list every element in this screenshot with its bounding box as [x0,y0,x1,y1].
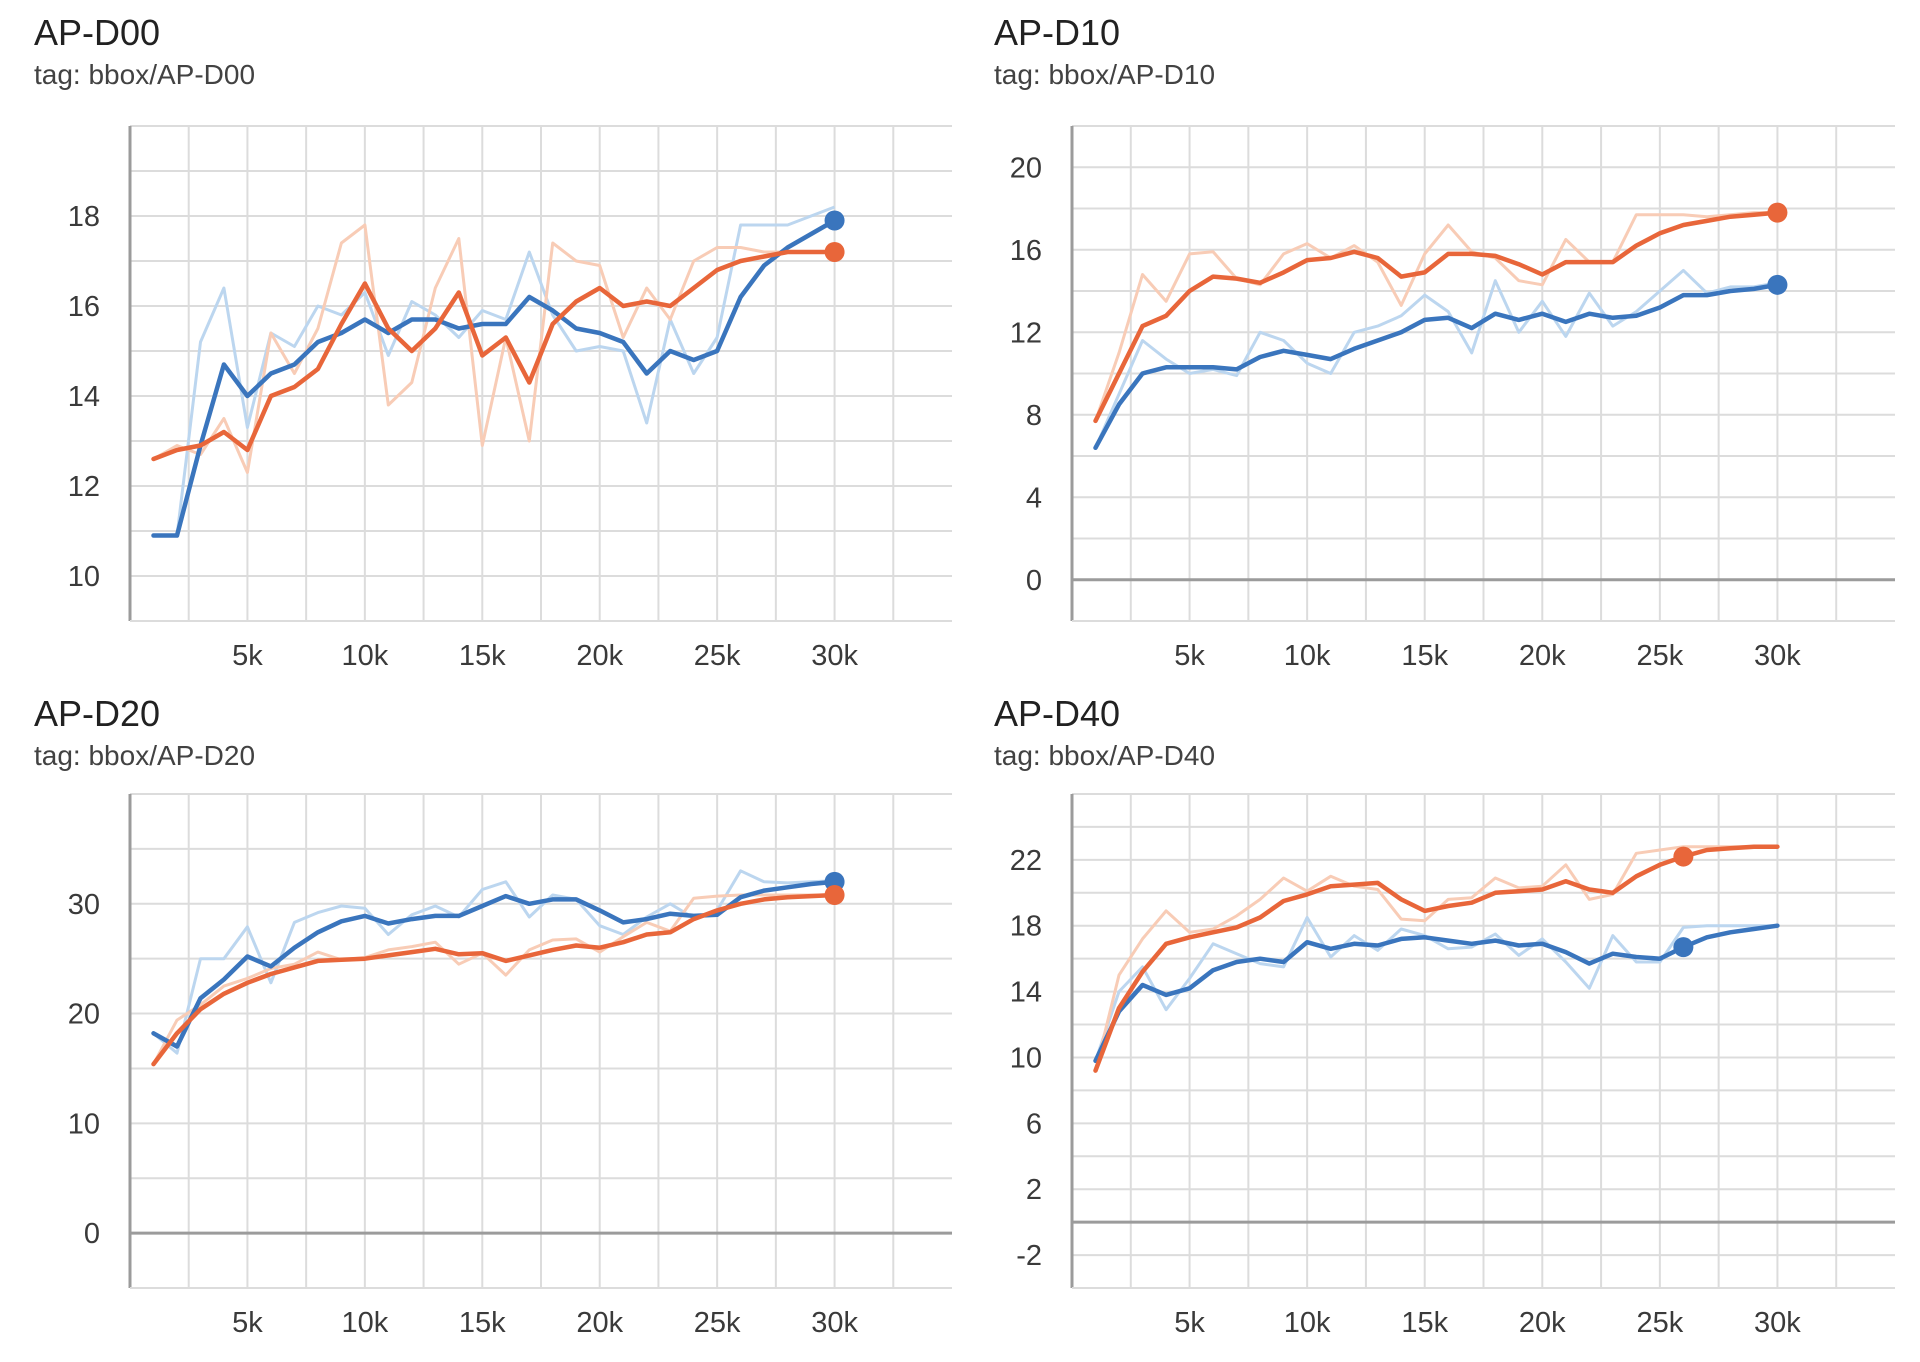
x-tick-label: 10k [341,1307,388,1339]
y-tick-label: 18 [1010,911,1042,943]
series-raw-line-orange [152,223,835,474]
panel-ap-d00: AP-D00 tag: bbox/AP-D00 10 12 14 16 18 5k 10k 1… [0,0,960,681]
x-tick-label: 5k [1174,1307,1205,1339]
y-tick-label: 10 [1010,1042,1042,1074]
series-raw-line-orange [152,893,835,1065]
panel-tag: tag: bbox/AP-D40 [994,740,1216,771]
x-tick-label: 5k [1174,640,1205,672]
y-tick-label: 12 [68,471,100,503]
series-marker-blue [824,210,845,231]
series-raw-line-orange [1094,211,1778,422]
series-line-blue [1093,923,1780,1064]
panel-ap-d40: AP-D40 tag: bbox/AP-D40 -2 2 6 10 14 18 22 5k 10… [960,681,1920,1362]
y-tick-label: 14 [68,381,100,413]
series-marker-blue [1673,937,1694,958]
y-tick-label: 16 [68,291,100,323]
y-tick-label: 10 [68,561,100,593]
x-tick-label: 15k [459,1307,506,1339]
y-tick-label: 6 [1026,1108,1042,1140]
series-line-orange [151,892,837,1067]
x-tick-label: 5k [232,1307,263,1339]
x-tick-label: 15k [1401,640,1448,672]
x-tick-label: 20k [1519,640,1566,672]
x-tick-label: 20k [576,1307,623,1339]
series-marker-orange [1767,202,1788,223]
y-tick-label: 18 [68,201,100,233]
panel-title: AP-D20 [34,693,161,734]
x-tick-label: 30k [811,640,858,672]
y-tick-label: 30 [68,889,100,921]
x-tick-label: 20k [576,640,623,672]
panel-title: AP-D00 [34,12,161,53]
y-tick-label: 0 [1026,565,1042,597]
plot-ap-d20: 0 10 20 30 5k 10k 15k 20k 25k 30k [68,793,952,1339]
series-line-blue [151,879,837,1049]
series-line-blue [1093,282,1780,451]
panel-title: AP-D40 [994,693,1121,734]
panel-ap-d20: AP-D20 tag: bbox/AP-D20 0 10 20 30 5k 10k 15k 2… [0,681,960,1362]
x-tick-label: 30k [811,1307,858,1339]
panel-tag: tag: bbox/AP-D20 [34,740,256,771]
panel-tag: tag: bbox/AP-D10 [994,59,1216,90]
y-tick-label: 14 [1010,977,1042,1009]
series-marker-orange [824,242,845,262]
x-tick-label: 25k [1636,640,1683,672]
y-tick-label: 4 [1026,482,1042,514]
y-tick-label: 16 [1010,235,1042,267]
series-marker-blue [1767,274,1788,295]
x-tick-label: 10k [1284,640,1331,672]
series-line-orange [151,249,837,462]
series-line-blue [151,218,837,538]
x-tick-label: 10k [341,640,388,672]
plot-ap-d00: 10 12 14 16 18 5k 10k 15k 20k 25k 30k [68,125,952,672]
plot-ap-d40: -2 2 6 10 14 18 22 5k 10k 15k 20k 25k 30k [1010,793,1895,1339]
y-tick-label: 20 [68,999,100,1031]
y-tick-label: 10 [68,1108,100,1140]
y-tick-label: 0 [84,1218,100,1250]
x-tick-label: 15k [459,640,506,672]
panel-ap-d10: AP-D10 tag: bbox/AP-D10 0 4 8 12 16 20 5k 10k 15… [960,0,1920,681]
series-marker-orange [1673,846,1694,867]
y-tick-label: 12 [1010,317,1042,349]
y-tick-label: 22 [1010,845,1042,877]
series-raw-line-blue [1094,268,1778,449]
y-tick-label: 20 [1010,152,1042,184]
x-tick-label: 15k [1401,1307,1448,1339]
x-tick-label: 25k [694,640,741,672]
panel-title: AP-D10 [994,12,1121,53]
series-line-orange [1093,210,1780,424]
x-tick-label: 10k [1284,1307,1331,1339]
y-tick-label: 2 [1026,1174,1042,1206]
x-tick-label: 25k [694,1307,741,1339]
plot-ap-d10: 0 4 8 12 16 20 5k 10k 15k 20k 25k 30k [1010,125,1895,672]
panel-tag: tag: bbox/AP-D00 [34,59,256,90]
x-tick-label: 20k [1519,1307,1566,1339]
x-tick-label: 30k [1754,1307,1801,1339]
series-marker-orange [824,884,845,905]
y-tick-label: -2 [1016,1240,1042,1272]
series-line-orange [1093,844,1780,1073]
x-tick-label: 5k [232,640,263,672]
x-tick-label: 25k [1636,1307,1683,1339]
x-tick-label: 30k [1754,640,1801,672]
y-tick-label: 8 [1026,400,1042,432]
